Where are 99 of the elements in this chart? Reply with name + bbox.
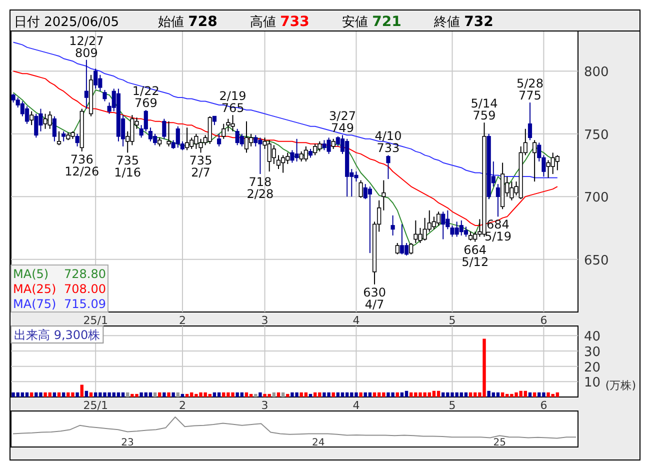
bar	[258, 392, 262, 397]
x-tick-label: 25	[493, 438, 506, 448]
bar	[249, 394, 253, 397]
chart-title: 日付 2025/06/05	[14, 15, 120, 30]
bar	[313, 392, 317, 397]
annotation: 4/10 733	[374, 129, 402, 156]
text: MA(25) 708.00	[13, 282, 106, 296]
bar	[528, 392, 532, 397]
annotation: 718 2/28	[246, 175, 274, 202]
bar	[212, 392, 216, 397]
bar	[372, 392, 376, 397]
annotation: 664 5/12	[462, 242, 489, 269]
bar	[500, 392, 504, 397]
x-tick-label: 23	[121, 438, 134, 448]
bar	[332, 392, 335, 397]
x-tick-label: 2	[178, 314, 186, 327]
text: MA(75) 715.09	[13, 297, 106, 311]
bar	[57, 392, 61, 397]
bar	[126, 392, 130, 397]
bar	[20, 392, 24, 397]
y-axis-title: (万株)	[605, 379, 636, 392]
bar	[84, 390, 88, 397]
annotation: 3/27 749	[329, 109, 356, 136]
bar	[368, 392, 372, 397]
x-tick-label: 3	[261, 399, 268, 412]
y-tick-label: 650	[584, 253, 609, 268]
bar	[25, 392, 29, 397]
bar	[62, 392, 66, 397]
bar	[532, 392, 536, 397]
bar	[254, 394, 258, 397]
annotation: 736 12/26	[64, 152, 100, 178]
bar	[286, 394, 290, 397]
text: 終値 732	[433, 14, 494, 30]
x-tick-label: 25/1	[83, 314, 108, 327]
bar	[396, 392, 399, 397]
text: MA(5) 728.80	[13, 267, 106, 281]
bar	[162, 392, 166, 397]
x-tick-label: 4	[352, 399, 360, 412]
text: 高値 733	[250, 14, 310, 30]
bar	[432, 390, 436, 397]
bar	[30, 392, 34, 397]
bar	[52, 392, 56, 397]
x-tick-label: 25/1	[83, 399, 108, 412]
x-tick-label: 6	[540, 314, 548, 327]
y-tick-label: 20	[584, 360, 601, 376]
y-tick-label: 800	[584, 65, 609, 80]
bar	[304, 392, 308, 397]
bar	[244, 392, 248, 397]
y-tick-label: 40	[584, 330, 601, 345]
bar	[468, 392, 472, 397]
chart-title: 出来高 9,300株	[14, 328, 100, 342]
bar	[172, 392, 175, 397]
x-tick-label: 2	[178, 399, 186, 412]
bar	[436, 390, 440, 397]
bar	[308, 394, 312, 397]
y-tick-label: 10	[584, 376, 601, 391]
bar	[153, 392, 157, 397]
annotation: 735 2/7	[189, 154, 212, 180]
y-tick-label: 750	[584, 128, 609, 143]
bar	[340, 392, 344, 397]
bar	[464, 392, 468, 397]
annotation: 630 4/7	[363, 285, 386, 312]
annotation: 5/28 775	[516, 76, 544, 103]
bar	[281, 392, 285, 397]
y-tick-label: 700	[584, 190, 609, 206]
x-tick-label: 5	[448, 399, 456, 412]
bar	[76, 392, 79, 397]
y-tick-label: 30	[584, 345, 601, 360]
annotation: 12/27 809	[69, 34, 104, 60]
annotation: 684 5/19	[484, 218, 512, 244]
bar	[89, 392, 93, 397]
bar	[80, 384, 84, 397]
bar	[400, 392, 404, 397]
x-tick-label: 4	[352, 314, 360, 327]
x-tick-label: 5	[448, 314, 456, 327]
bar	[496, 392, 500, 397]
x-tick-label: 6	[540, 399, 548, 412]
x-tick-label: 3	[261, 314, 268, 327]
bar	[116, 392, 120, 397]
annotation: 735 1/16	[114, 154, 142, 180]
bar	[185, 394, 189, 397]
annotation: 5/14 759	[470, 96, 498, 123]
bar	[276, 392, 280, 397]
bar	[167, 392, 170, 397]
bar	[272, 392, 276, 397]
bar	[556, 392, 560, 397]
bar	[180, 394, 184, 397]
bar	[121, 392, 125, 397]
bar	[176, 392, 180, 397]
bar	[404, 390, 408, 397]
bar	[148, 392, 152, 397]
text: 始値 728	[158, 14, 218, 30]
annotation: 1/22 769	[132, 84, 160, 110]
text: 安値 721	[342, 14, 402, 30]
x-tick-label: 24	[312, 438, 325, 448]
bar	[217, 392, 221, 397]
bar	[158, 392, 162, 397]
bar	[336, 392, 340, 397]
bar	[359, 392, 362, 397]
